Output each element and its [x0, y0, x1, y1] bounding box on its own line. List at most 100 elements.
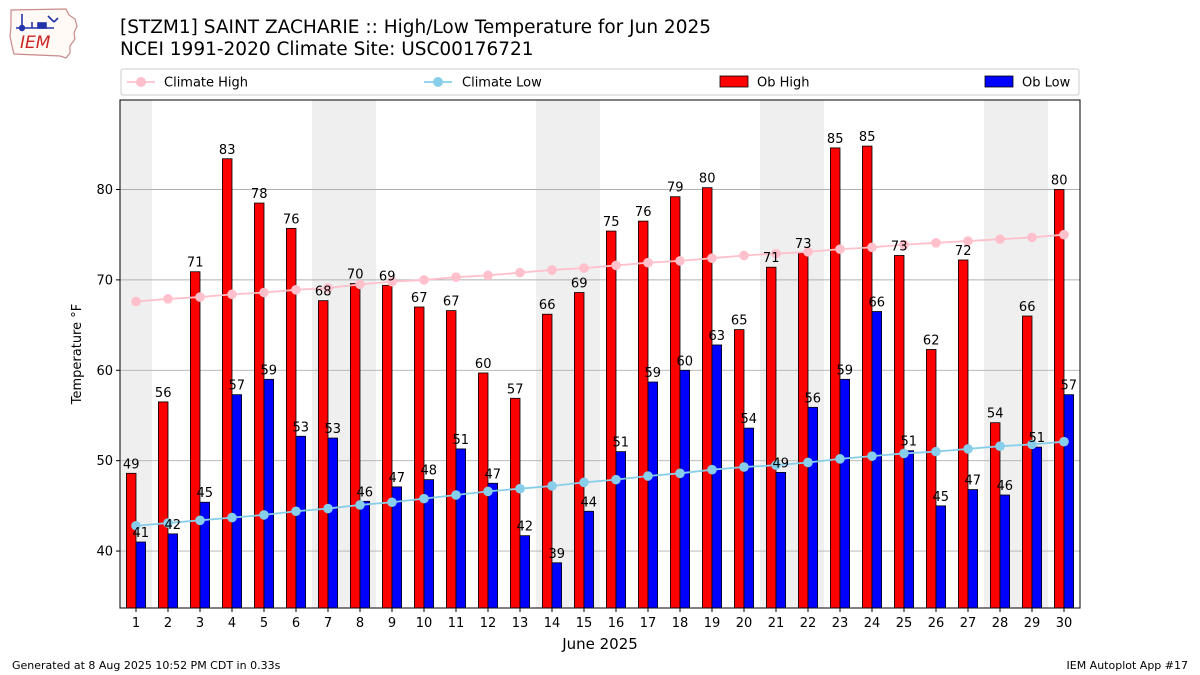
ob-high-value-label: 70	[347, 267, 364, 282]
ob-high-bar	[638, 220, 649, 609]
ob-low-bar	[839, 378, 851, 609]
legend-climate-high-label: Climate High	[164, 76, 248, 91]
ob-low-value-label: 60	[677, 354, 694, 369]
ob-low-value-label: 51	[453, 433, 470, 448]
ob-low-value-label: 39	[549, 547, 566, 562]
ob-high-value-label: 75	[603, 215, 620, 230]
x-tick-label: 5	[260, 616, 268, 631]
climate-high-point	[323, 283, 333, 293]
ob-low-bar	[359, 500, 371, 609]
legend: Climate High Climate Low Ob High Ob Low	[120, 68, 1080, 96]
ob-high-bar	[766, 266, 777, 609]
climate-high-point	[803, 247, 813, 257]
ob-high-value-label: 56	[155, 386, 172, 401]
climate-high-point	[739, 250, 749, 261]
climate-high-point	[995, 234, 1005, 245]
ob-low-bar	[935, 505, 947, 609]
ob-high-value-label: 67	[411, 291, 428, 306]
legend-climate-low-marker	[433, 77, 443, 87]
ob-high-value-label: 65	[731, 314, 748, 329]
climate-low-point	[451, 490, 461, 500]
climate-high-point	[515, 267, 525, 278]
climate-high-point	[643, 257, 653, 268]
legend-ob-high-label: Ob High	[757, 76, 810, 91]
ob-high-bar	[574, 292, 585, 609]
ob-low-bar	[1063, 394, 1075, 609]
climate-high-point	[867, 242, 877, 253]
x-tick-label: 27	[960, 616, 977, 631]
climate-low-point	[675, 468, 685, 479]
ob-high-value-label: 76	[635, 205, 652, 220]
climate-low-point	[995, 441, 1005, 451]
climate-low-point	[291, 506, 301, 517]
climate-low-point	[611, 474, 621, 485]
ob-high-value-label: 68	[315, 285, 332, 300]
ob-low-value-label: 44	[581, 495, 598, 510]
ob-low-value-label: 45	[197, 486, 214, 501]
ob-low-bar	[231, 394, 243, 609]
x-tick-label: 19	[704, 616, 721, 631]
plot-frame	[119, 99, 1081, 609]
climate-high-point	[259, 287, 269, 298]
climate-high-point	[163, 294, 173, 304]
ob-low-bar	[327, 437, 339, 609]
ob-high-value-label: 83	[219, 143, 236, 158]
climate-high-point	[707, 253, 717, 263]
climate-low-point	[195, 515, 205, 526]
y-tick-label: 80	[96, 183, 113, 198]
ob-low-value-label: 51	[613, 436, 630, 451]
climate-low-point	[163, 518, 173, 528]
ob-high-value-label: 71	[187, 256, 204, 271]
y-tick-label: 60	[96, 364, 113, 379]
climate-high-point	[963, 236, 973, 246]
ob-low-value-label: 41	[133, 526, 150, 541]
y-gridlines	[120, 189, 1080, 552]
climate-high-point	[451, 272, 461, 282]
climate-high-point	[931, 238, 941, 248]
x-tick-label: 2	[164, 616, 172, 631]
climate-high-point	[1027, 232, 1037, 243]
x-tick-label: 28	[992, 616, 1009, 631]
x-tick-label: 13	[512, 616, 529, 631]
climate-high-point	[387, 276, 397, 287]
ob-low-bar	[135, 541, 147, 609]
ob-low-value-label: 47	[485, 467, 502, 482]
climate-low-point	[707, 464, 717, 475]
x-tick-label: 7	[324, 616, 332, 631]
ob-low-value-label: 48	[421, 464, 438, 479]
climate-high-point	[579, 263, 589, 273]
climate-low-point	[387, 497, 397, 508]
climate-lines	[131, 229, 1069, 531]
climate-low-point	[227, 512, 237, 523]
ob-low-bar	[999, 494, 1011, 609]
ob-high-bar	[413, 306, 425, 609]
ob-high-value-label: 66	[1019, 300, 1036, 315]
ob-low-value-label: 45	[933, 490, 950, 505]
ob-low-value-label: 59	[837, 363, 854, 378]
ob-high-bar	[349, 283, 361, 609]
legend-climate-high-marker	[136, 77, 146, 87]
ob-high-value-label: 73	[795, 237, 812, 252]
x-tick-label: 21	[768, 616, 785, 631]
x-tick-label: 20	[736, 616, 753, 631]
ob-high-value-label: 85	[859, 130, 876, 145]
ob-high-value-label: 71	[763, 251, 780, 266]
ob-high-bar	[509, 397, 521, 609]
climate-high-point	[675, 256, 685, 266]
ob-low-bar	[903, 450, 915, 609]
ob-low-value-label: 42	[517, 520, 534, 535]
ob-low-value-label: 57	[229, 379, 246, 394]
ob-high-value-label: 73	[891, 239, 908, 254]
climate-low-point	[547, 481, 557, 491]
legend-item-ob-high: Ob High	[719, 76, 810, 91]
x-tick-label: 9	[388, 616, 396, 631]
ob-low-value-label: 54	[741, 412, 758, 427]
ob-high-bar	[542, 313, 553, 609]
climate-high-point	[1059, 229, 1069, 240]
x-tick-label: 6	[292, 616, 300, 631]
ob-low-value-label: 47	[389, 471, 406, 486]
x-tick-label: 16	[608, 616, 625, 631]
y-axis-label: Temperature °F	[70, 304, 85, 405]
climate-high-point	[483, 270, 493, 281]
legend-item-climate-low: Climate Low	[424, 76, 542, 91]
